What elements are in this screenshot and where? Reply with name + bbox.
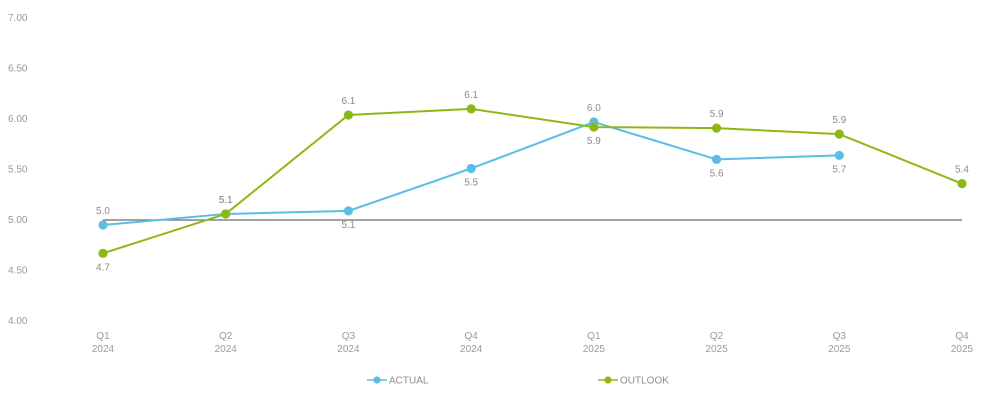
data-point-outlook <box>957 179 967 189</box>
data-label-outlook: 5.1 <box>219 195 233 206</box>
data-label-actual: 5.1 <box>219 195 233 206</box>
x-tick-label-year: 2025 <box>583 344 606 355</box>
data-label-actual: 6.0 <box>587 103 601 114</box>
data-label-outlook: 4.7 <box>96 262 110 273</box>
data-labels: 5.05.15.15.56.05.6 5.74.75.16.16.15.95.95… <box>96 90 969 273</box>
data-label-outlook: 6.1 <box>341 96 355 107</box>
legend: ACTUAL OUTLOOK <box>367 376 669 387</box>
x-tick-label-year: 2024 <box>215 344 238 355</box>
data-label-actual: 5.7 <box>832 164 846 175</box>
data-label-outlook: 5.9 <box>832 115 846 126</box>
data-label-actual: 5.6 <box>710 168 724 179</box>
data-point-outlook <box>466 104 476 114</box>
series-lines <box>102 107 963 255</box>
x-tick-label-year: 2025 <box>951 344 974 355</box>
series-points <box>98 104 967 258</box>
series-line-outlook <box>102 107 963 255</box>
y-tick-label: 6.50 <box>8 64 28 75</box>
legend-item-actual: ACTUAL <box>367 376 429 387</box>
series-line-actual <box>102 121 840 227</box>
data-label-outlook: 5.4 <box>955 165 969 176</box>
y-tick-label: 6.00 <box>8 114 28 125</box>
x-tick-label-year: 2024 <box>92 344 115 355</box>
data-point-outlook <box>343 110 354 120</box>
x-tick-label-quarter: Q3 <box>342 331 356 342</box>
data-point-actual <box>834 150 844 160</box>
y-tick-label: 5.00 <box>8 215 28 226</box>
y-axis: 4.00 4.50 5.00 5.50 6.00 6.50 7.00 <box>8 13 28 327</box>
data-label-outlook: 6.1 <box>464 90 478 101</box>
x-axis: Q1 2024 Q2 2024 Q3 2024 Q4 2024 Q1 2025 Q2 2025 Q3 20… <box>92 331 974 355</box>
data-label-outlook: 5.9 <box>710 109 724 120</box>
x-tick-label-quarter: Q4 <box>464 331 478 342</box>
y-tick-label: 4.50 <box>8 266 28 277</box>
x-tick-label-year: 2024 <box>337 344 360 355</box>
x-tick-label-quarter: Q1 <box>96 331 110 342</box>
data-point-actual <box>98 220 108 230</box>
y-tick-label: 7.00 <box>8 13 28 24</box>
x-tick-label-year: 2025 <box>705 344 728 355</box>
data-point-outlook <box>589 122 599 132</box>
x-tick-label-quarter: Q2 <box>710 331 724 342</box>
x-tick-label-year: 2024 <box>460 344 483 355</box>
data-point-actual <box>343 206 354 216</box>
data-point-actual <box>711 154 722 164</box>
legend-swatch-marker <box>373 376 381 384</box>
y-tick-label: 4.00 <box>8 316 28 327</box>
x-tick-label-quarter: Q1 <box>587 331 601 342</box>
data-point-outlook <box>711 123 722 133</box>
data-point-outlook <box>221 209 231 219</box>
data-point-outlook <box>98 248 108 258</box>
data-label-outlook: 5.9 <box>587 136 601 147</box>
x-tick-label-quarter: Q3 <box>833 331 847 342</box>
x-tick-label-quarter: Q2 <box>219 331 233 342</box>
data-point-actual <box>466 163 476 174</box>
legend-label: OUTLOOK <box>620 376 669 387</box>
legend-swatch-marker <box>604 376 612 384</box>
data-label-actual: 5.1 <box>341 220 355 231</box>
data-label-actual: 5.5 <box>464 177 478 188</box>
data-label-actual: 5.0 <box>96 206 110 217</box>
y-tick-label: 5.50 <box>8 165 28 176</box>
legend-label: ACTUAL <box>389 376 429 387</box>
legend-item-outlook: OUTLOOK <box>598 376 669 387</box>
x-tick-label-year: 2025 <box>828 344 851 355</box>
data-point-outlook <box>834 129 844 139</box>
x-tick-label-quarter: Q4 <box>955 331 969 342</box>
